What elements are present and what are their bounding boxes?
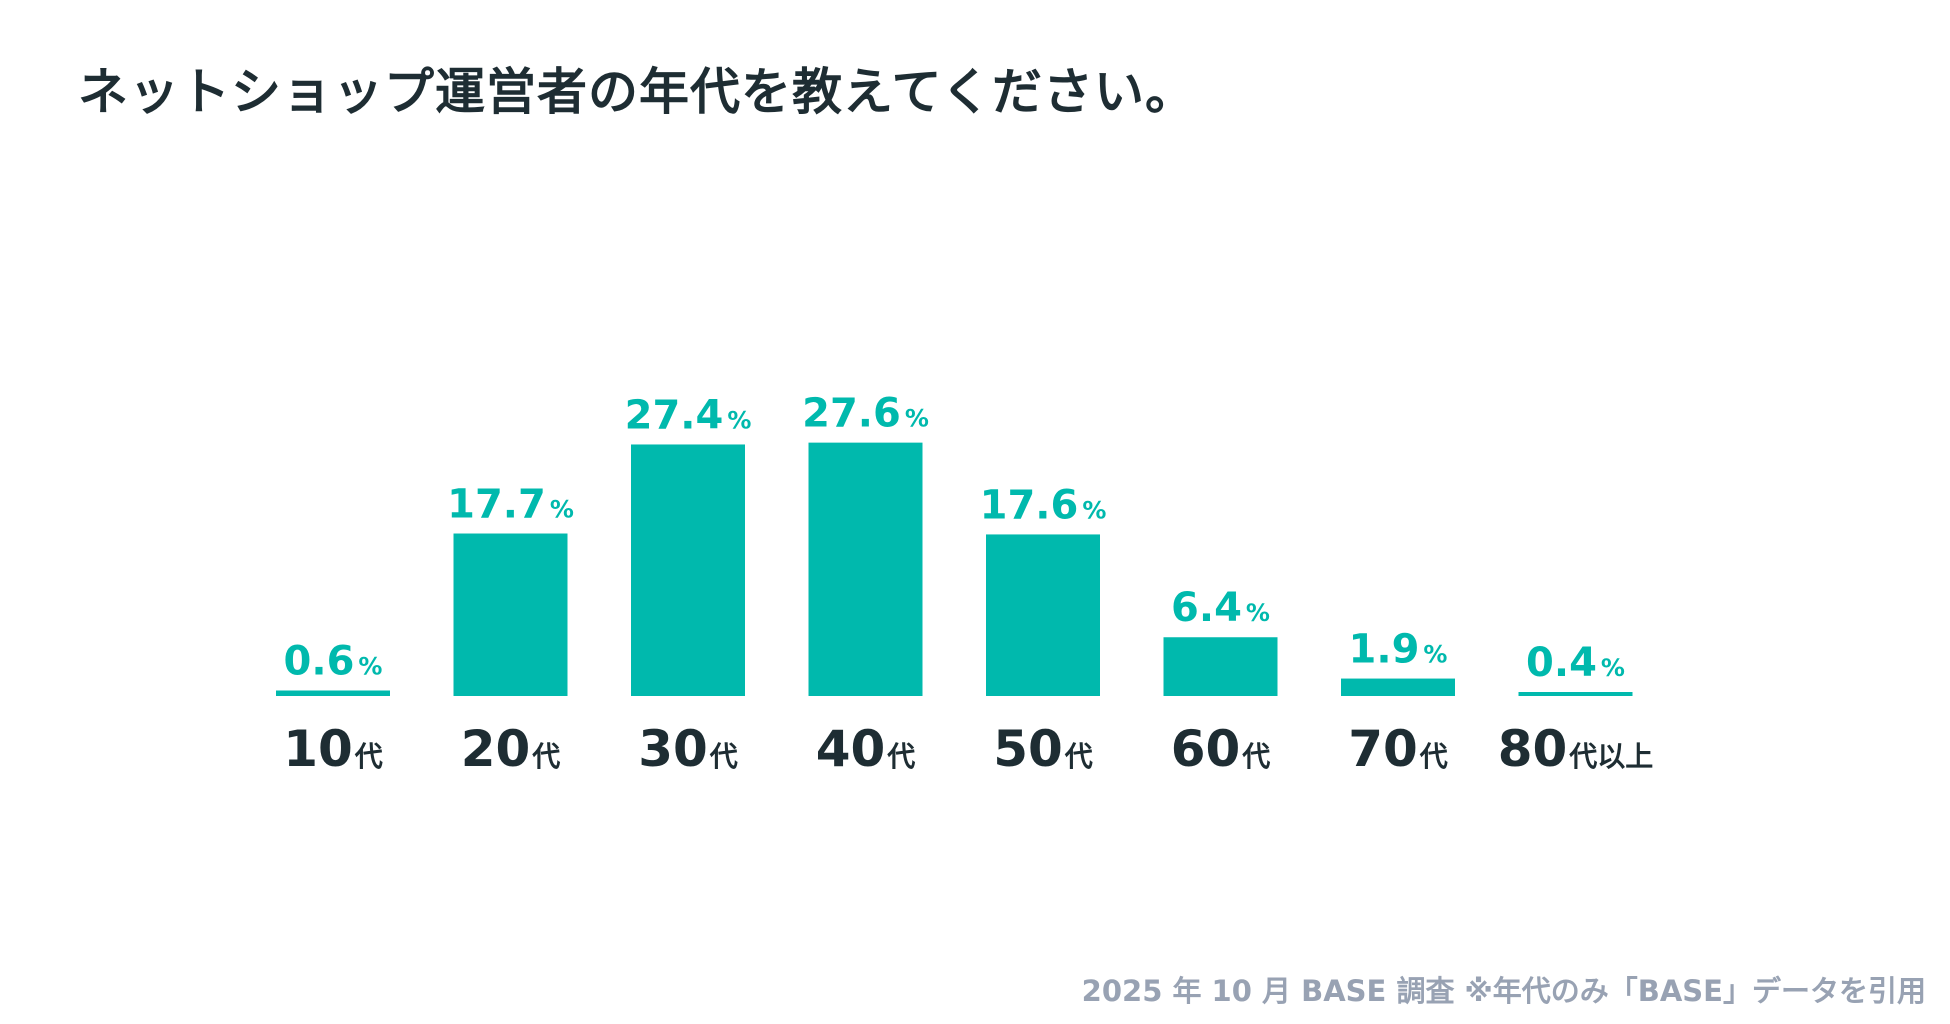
chart-title: ネットショップ運営者の年代を教えてください。 [78,63,1196,121]
bar-70 [1341,678,1455,696]
category-number: 20 [461,720,531,778]
value-number: 6.4 [1171,585,1242,631]
category-suffix: 代以上 [1568,740,1653,773]
category-number: 30 [638,720,708,778]
value-unit: % [1423,641,1447,669]
category-suffix: 代 [531,740,560,773]
value-number: 17.6 [980,482,1079,528]
value-label: 17.6% [980,482,1107,528]
category-suffix: 代 [1064,740,1093,773]
category-suffix: 代 [1241,740,1270,773]
category-number: 80 [1498,720,1568,778]
bar-40 [808,442,923,696]
category-label: 80代以上 [1498,720,1654,778]
value-unit: % [727,406,751,434]
value-unit: % [550,496,574,524]
bar-80 [1518,692,1633,696]
value-unit: % [905,405,929,433]
category-label: 60代 [1171,720,1271,778]
value-label: 6.4% [1171,585,1270,631]
value-unit: % [1601,654,1625,682]
value-label: 27.4% [625,392,752,438]
value-unit: % [358,652,382,680]
bar-60 [1163,637,1278,696]
category-label: 20代 [461,720,561,778]
category-number: 70 [1348,720,1418,778]
category-suffix: 代 [1419,740,1448,773]
category-number: 50 [993,720,1063,778]
source-note: 2025 年 10 月 BASE 調査 ※年代のみ「BASE」データを引用 [1081,974,1926,1008]
bar-10 [276,690,390,696]
category-label: 30代 [638,720,738,778]
category-number: 10 [283,720,353,778]
value-label: 1.9% [1349,627,1448,673]
category-label: 10代 [283,720,383,778]
bar-30 [631,444,745,696]
value-number: 27.4 [625,392,724,438]
category-number: 40 [816,720,886,778]
value-unit: % [1082,496,1106,524]
value-number: 27.6 [802,391,901,437]
value-label: 17.7% [447,482,574,528]
value-number: 17.7 [447,482,546,528]
value-unit: % [1246,599,1270,627]
bar-50 [986,534,1100,696]
category-label: 70代 [1348,720,1448,778]
category-suffix: 代 [709,740,738,773]
category-suffix: 代 [354,740,383,773]
category-number: 60 [1171,720,1241,778]
category-label: 40代 [816,720,916,778]
category-label: 50代 [993,720,1093,778]
category-suffix: 代 [886,740,915,773]
value-number: 1.9 [1349,627,1420,673]
value-label: 0.4% [1526,640,1625,686]
bar-20 [453,533,568,696]
value-number: 0.4 [1526,640,1597,686]
value-number: 0.6 [284,638,355,684]
value-label: 27.6% [802,391,929,437]
value-label: 0.6% [284,638,383,684]
